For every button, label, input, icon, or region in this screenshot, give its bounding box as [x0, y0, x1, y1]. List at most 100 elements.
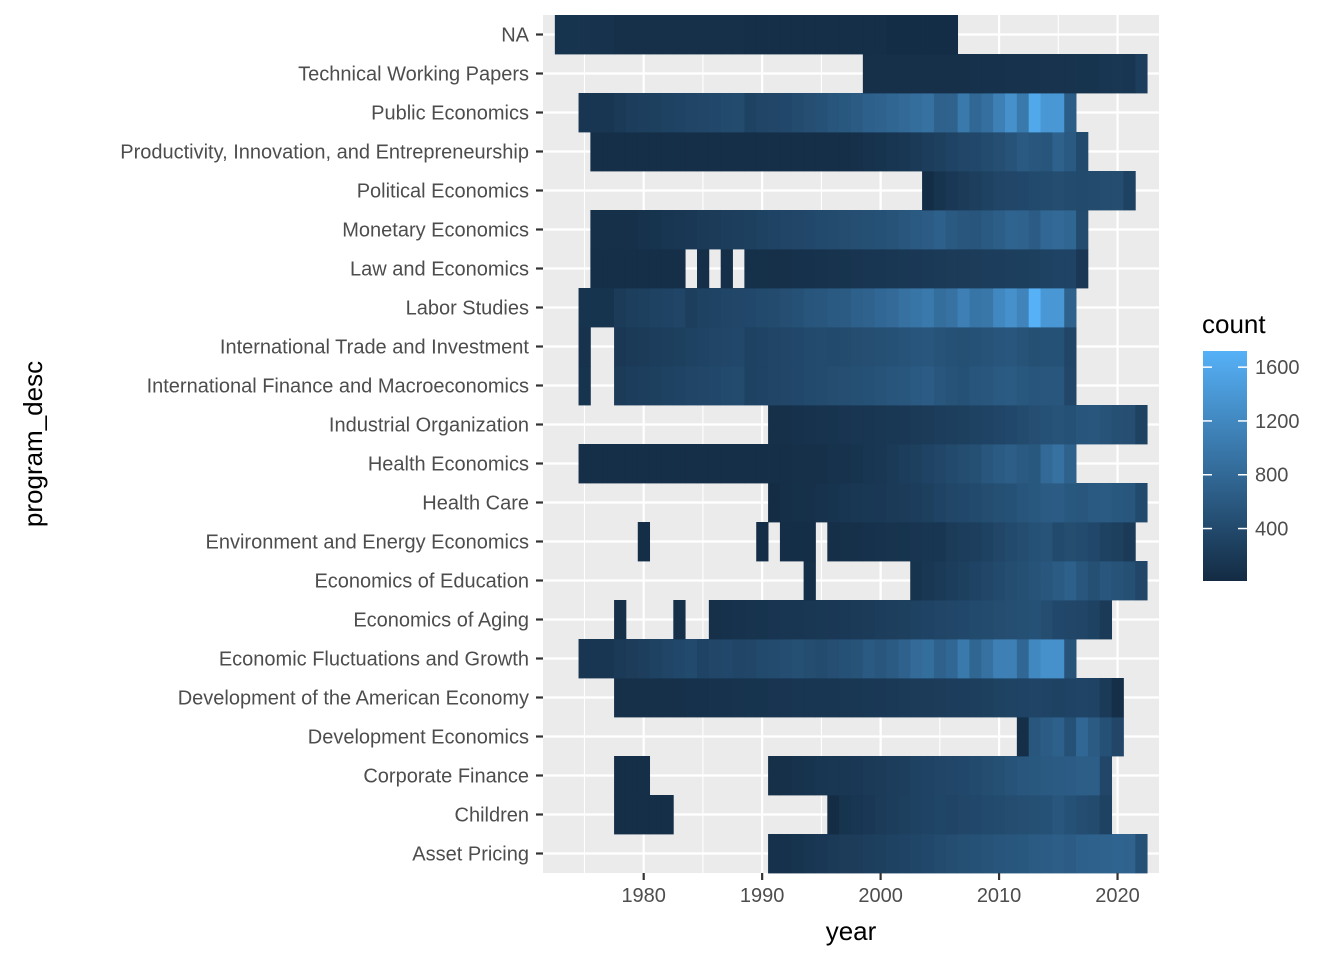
heatmap-tile: [1028, 717, 1041, 757]
heatmap-tile: [933, 171, 947, 211]
heatmap-tile: [803, 288, 816, 328]
heatmap-tile: [1076, 405, 1089, 445]
heatmap-tile: [933, 756, 947, 796]
y-tick-label: Children: [455, 805, 529, 827]
heatmap-tile: [922, 522, 935, 562]
heatmap-tile: [720, 210, 733, 250]
heatmap-tile: [720, 600, 733, 640]
heatmap-tile: [851, 678, 864, 718]
heatmap-tile: [827, 678, 840, 718]
heatmap-tile: [910, 834, 923, 874]
heatmap-tile: [1040, 405, 1053, 445]
heatmap-tile: [637, 444, 651, 484]
heatmap-tile: [614, 132, 627, 172]
heatmap-tile: [910, 756, 923, 796]
heatmap-tile: [1111, 54, 1124, 94]
y-tick-label: Political Economics: [357, 181, 529, 203]
heatmap-tile: [1005, 249, 1018, 289]
heatmap-tile: [981, 132, 994, 172]
heatmap-tile: [957, 366, 970, 406]
heatmap-tile: [1040, 327, 1053, 367]
heatmap-tile: [1099, 600, 1113, 640]
heatmap-tile: [874, 678, 887, 718]
heatmap-tile: [886, 249, 899, 289]
heatmap-tile: [969, 483, 982, 523]
heatmap-tile: [1040, 171, 1053, 211]
heatmap-tile: [993, 639, 1006, 679]
heatmap-tile: [874, 15, 887, 55]
heatmap-tile: [768, 600, 781, 640]
heatmap-tile: [981, 639, 994, 679]
heatmap-tile: [1040, 444, 1053, 484]
heatmap-tile: [910, 327, 923, 367]
heatmap-tile: [945, 132, 959, 172]
heatmap-tile: [637, 366, 651, 406]
heatmap-tile: [649, 327, 662, 367]
heatmap-tile: [732, 639, 745, 679]
heatmap-tile: [945, 210, 959, 250]
heatmap-tile: [886, 15, 899, 55]
heatmap-tile: [1123, 54, 1136, 94]
heatmap-tile: [768, 327, 781, 367]
heatmap-tile: [1040, 132, 1053, 172]
heatmap-tile: [981, 327, 994, 367]
heatmap-tile: [957, 249, 970, 289]
heatmap-tile: [791, 210, 805, 250]
heatmap-tile: [1028, 327, 1041, 367]
heatmap-tile: [1123, 522, 1136, 562]
heatmap-tile: [803, 756, 816, 796]
heatmap-tile: [874, 288, 887, 328]
heatmap-tile: [697, 210, 710, 250]
heatmap-tile: [933, 327, 947, 367]
heatmap-tile: [803, 600, 816, 640]
heatmap-tile: [779, 444, 793, 484]
heatmap-tile: [590, 210, 603, 250]
heatmap-tile: [815, 834, 828, 874]
heatmap-tile: [779, 405, 793, 445]
heatmap-tile: [945, 756, 959, 796]
heatmap-tile: [614, 249, 627, 289]
heatmap-tile: [969, 54, 982, 94]
heatmap-tile: [933, 405, 947, 445]
heatmap-tile: [922, 288, 935, 328]
heatmap-tile: [649, 639, 662, 679]
heatmap-tile: [993, 795, 1006, 835]
heatmap-tile: [1052, 678, 1065, 718]
heatmap-tile: [898, 249, 911, 289]
heatmap-tile: [862, 678, 876, 718]
heatmap-tile: [1016, 93, 1030, 133]
heatmap-tile: [827, 639, 840, 679]
heatmap-tile: [732, 327, 745, 367]
heatmap-tile: [1016, 405, 1030, 445]
heatmap-tile: [945, 678, 959, 718]
heatmap-tile: [898, 678, 911, 718]
heatmap-tile: [981, 93, 994, 133]
heatmap-tile: [602, 639, 615, 679]
heatmap-tile: [1052, 834, 1065, 874]
heatmap-tile: [708, 93, 722, 133]
heatmap-tile: [602, 15, 615, 55]
heatmap-tile: [827, 15, 840, 55]
heatmap-tile: [1028, 288, 1041, 328]
heatmap-tile: [1040, 600, 1053, 640]
heatmap-tile: [1064, 522, 1077, 562]
heatmap-tile: [851, 249, 864, 289]
heatmap-tile: [851, 93, 864, 133]
heatmap-tile: [957, 834, 970, 874]
heatmap-tile: [779, 522, 793, 562]
heatmap-tile: [803, 678, 816, 718]
heatmap-tile: [661, 366, 674, 406]
heatmap-tile: [874, 327, 887, 367]
heatmap-tile: [1028, 639, 1041, 679]
heatmap-tile: [886, 834, 899, 874]
heatmap-tile: [1135, 54, 1148, 94]
heatmap-tile: [910, 54, 923, 94]
heatmap-tile: [756, 327, 769, 367]
heatmap-tile: [578, 366, 591, 406]
heatmap-tile: [827, 483, 840, 523]
heatmap-tile: [661, 288, 674, 328]
heatmap-tile: [922, 444, 935, 484]
heatmap-tiles: [554, 15, 1148, 874]
heatmap-tile: [1064, 483, 1077, 523]
heatmap-tile: [898, 639, 911, 679]
